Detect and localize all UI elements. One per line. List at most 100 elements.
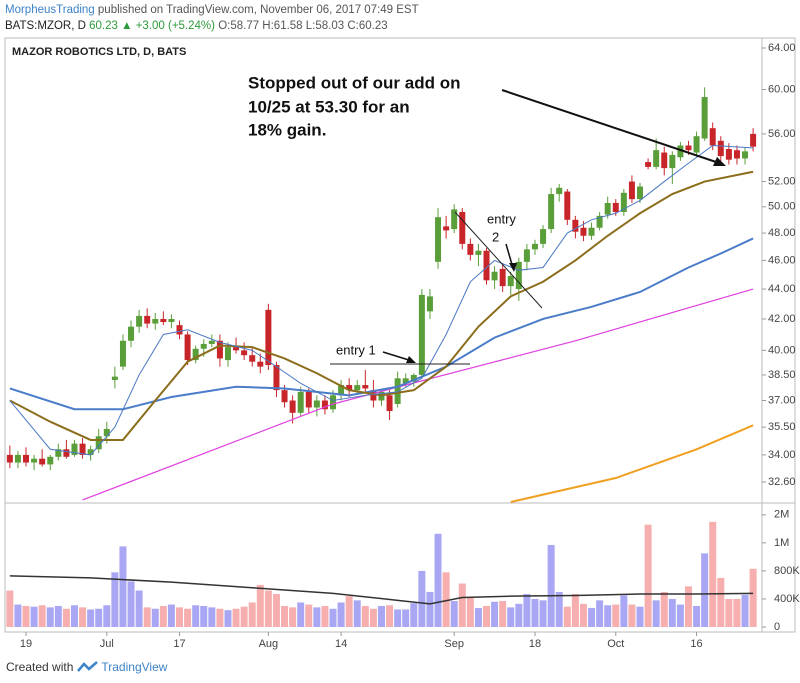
candle-body: [459, 211, 466, 244]
candle-body: [216, 340, 223, 359]
candle-body: [523, 249, 530, 262]
annotation: 10/25 at 53.30 for an: [248, 97, 410, 116]
volume-bar: [103, 605, 111, 627]
candle-body: [39, 458, 46, 465]
volume-bar: [95, 608, 103, 627]
candle-body: [540, 229, 547, 244]
volume-bar: [402, 609, 410, 627]
volume-bar: [232, 608, 240, 627]
y-tick-label: 40.00: [768, 344, 796, 356]
y-tick-label: 46.00: [768, 254, 796, 266]
arrow: [501, 89, 723, 165]
arrow: [382, 351, 413, 362]
candle-body: [725, 149, 732, 160]
candle-body: [483, 250, 490, 281]
volume-bar: [579, 603, 587, 627]
candle-body: [289, 400, 296, 413]
volume-tick-label: 0: [774, 621, 780, 633]
volume-bar: [644, 524, 652, 627]
x-tick-label: 17: [173, 638, 185, 650]
volume-bar: [111, 572, 119, 627]
candle-body: [362, 385, 369, 389]
y-tick-label: 60.00: [768, 83, 796, 95]
candle-body: [6, 454, 13, 463]
brand[interactable]: TradingView: [101, 660, 168, 674]
candle-body: [224, 347, 231, 361]
candle-body: [596, 215, 603, 228]
volume-bar: [725, 598, 733, 627]
candle-body: [548, 194, 555, 230]
volume-tick-label: 400K: [774, 593, 800, 605]
last: 60.23: [89, 20, 118, 32]
volume-tick-label: 800K: [774, 565, 800, 577]
volume-bar: [612, 604, 620, 627]
logo: [77, 661, 99, 672]
candle-body: [192, 348, 199, 361]
candle-body: [677, 145, 684, 158]
volume-bar: [119, 546, 127, 627]
volume-bar: [216, 608, 224, 627]
candle-body: [265, 309, 272, 365]
trend-line: [454, 211, 543, 309]
x-tick-label: 16: [690, 638, 702, 650]
volume-bar: [289, 607, 297, 627]
candle-body: [297, 391, 304, 413]
candle-body: [701, 97, 708, 139]
candle-body: [394, 378, 401, 404]
candle-body: [330, 395, 337, 410]
arrow-head: [713, 157, 726, 166]
candle-body: [717, 140, 724, 157]
volume-bar: [6, 590, 14, 627]
volume-bar: [547, 544, 555, 627]
candle-body: [200, 343, 207, 349]
candle-body: [467, 243, 474, 255]
volume-bar: [321, 605, 329, 627]
volume-bar: [741, 594, 749, 627]
candle-body: [556, 187, 563, 195]
volume-bar: [717, 577, 725, 627]
candle-body: [628, 181, 635, 200]
candle-body: [661, 152, 668, 169]
header-line-1: MorpheusTrading published on TradingView…: [5, 2, 419, 18]
candle-body: [160, 318, 167, 323]
volume-bar: [54, 605, 62, 627]
volume-bar: [30, 606, 38, 627]
plot: 32.60 34.00 35.50 37.00 38.50 40.00 42.00 44.00…: [6, 42, 800, 650]
chart-title: MAZOR ROBOTICS LTD, D, BATS: [12, 46, 186, 58]
volume-bar: [70, 605, 78, 627]
volume-bar: [426, 591, 434, 627]
candle-body: [564, 191, 571, 220]
volume-bar: [200, 605, 208, 627]
candle-body: [128, 326, 135, 341]
volume-bar: [240, 606, 248, 627]
volume-bar: [652, 600, 660, 627]
candle-body: [152, 318, 159, 324]
annotation: 2: [492, 229, 499, 244]
volume-bar: [466, 596, 474, 627]
candle-body: [14, 454, 21, 463]
volume-bar: [499, 601, 507, 627]
candle-body: [443, 226, 450, 231]
x-tick-label: 19: [20, 638, 32, 650]
x-tick-label: 18: [529, 638, 541, 650]
volume-tick-label: 1M: [774, 537, 789, 549]
created-with: Created with: [6, 660, 74, 674]
y-tick-label: 52.00: [768, 175, 796, 187]
volume-bar: [313, 607, 321, 627]
volume-bar: [208, 607, 216, 627]
header: MorpheusTrading published on TradingView…: [5, 2, 419, 34]
volume-bar: [143, 607, 151, 627]
author[interactable]: MorpheusTrading: [5, 4, 95, 16]
volume-bar: [531, 598, 539, 627]
candle-body: [499, 268, 506, 287]
y-tick-label: 42.00: [768, 313, 796, 325]
volume-bar: [248, 602, 256, 627]
x-tick-label: 14: [335, 638, 347, 650]
volume-bar: [701, 553, 709, 627]
candle-body: [31, 458, 38, 463]
footer: Created with TradingView: [6, 659, 167, 674]
x-tick-label: Jul: [100, 638, 114, 650]
chart: MAZOR ROBOTICS LTD, D, BATS 32.60 34.00 35…: [4, 37, 800, 650]
volume-bar: [555, 591, 563, 627]
